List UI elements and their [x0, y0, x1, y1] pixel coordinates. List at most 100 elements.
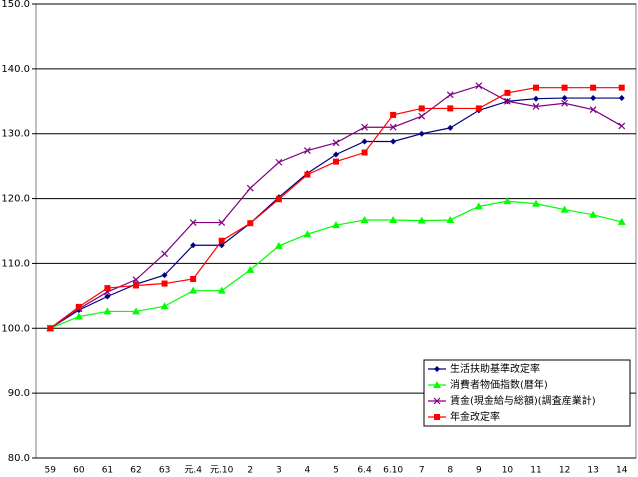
y-tick-label: 110.0: [1, 258, 30, 269]
x-tick-label: 60: [73, 466, 85, 476]
x-tick-label: 6.4: [357, 466, 372, 476]
point: [332, 221, 340, 229]
x-tick-label: 10: [502, 466, 514, 476]
legend-box: [423, 359, 631, 427]
point: [218, 219, 226, 226]
point: [304, 171, 311, 178]
point: [446, 215, 455, 223]
point: [275, 196, 282, 203]
point: [618, 95, 625, 102]
y-tick-label: 90.0: [8, 388, 30, 399]
point: [447, 124, 454, 131]
series: [46, 197, 626, 332]
legend-label: 年金改定率: [450, 410, 500, 423]
point: [218, 242, 225, 249]
point: [560, 205, 569, 213]
point: [389, 123, 397, 131]
point: [303, 230, 312, 238]
point: [561, 95, 568, 102]
point: [474, 202, 483, 210]
point: [533, 95, 539, 102]
x-tick-label: 11: [530, 466, 541, 476]
point: [503, 197, 512, 205]
point: [617, 217, 626, 225]
legend-marker: [433, 397, 441, 405]
point: [590, 84, 597, 91]
point: [561, 99, 568, 107]
point: [132, 276, 140, 284]
point: [161, 280, 168, 287]
point: [360, 215, 369, 223]
legend-marker: [434, 414, 440, 420]
point: [504, 89, 511, 96]
x-tick-label: 7: [419, 466, 425, 476]
x-tick-label: 2: [247, 466, 253, 476]
x-tick-label: 59: [45, 466, 57, 476]
x-tick-label: 5: [333, 466, 339, 476]
point: [160, 302, 169, 310]
point: [390, 111, 397, 118]
x-tick-label: 62: [130, 466, 141, 476]
point: [361, 138, 368, 145]
point: [217, 286, 226, 294]
point: [190, 275, 197, 282]
point: [590, 95, 597, 102]
point: [133, 282, 139, 289]
point: [47, 325, 54, 332]
point: [304, 147, 311, 155]
point: [274, 241, 283, 249]
x-tick-label: 元.4: [184, 466, 202, 476]
point: [532, 103, 540, 110]
legend-label: 賃金(現金給与総額)(調査産業計): [450, 394, 596, 407]
x-tick-label: 13: [587, 466, 598, 476]
point: [389, 215, 398, 223]
point: [417, 216, 426, 224]
point: [418, 112, 426, 120]
point: [475, 82, 483, 90]
point: [532, 199, 540, 207]
point: [247, 220, 254, 227]
y-tick-label: 150.0: [1, 0, 30, 10]
x-tick-label: 61: [102, 466, 113, 476]
x-tick-label: 4: [305, 466, 311, 476]
legend-marker: [434, 366, 440, 372]
point: [589, 210, 598, 218]
x-tick-label: 8: [447, 466, 453, 476]
x-tick-label: 6.10: [383, 466, 403, 476]
point: [75, 303, 82, 310]
legend-marker: [433, 381, 441, 388]
point: [361, 123, 368, 131]
x-tick-label: 14: [616, 466, 628, 476]
x-tick-label: 9: [476, 466, 482, 476]
y-tick-label: 120.0: [1, 194, 30, 205]
x-tick-label: 3: [276, 466, 282, 476]
point: [103, 307, 112, 315]
point: [533, 84, 539, 91]
point: [161, 250, 168, 258]
point: [161, 272, 168, 279]
point: [189, 286, 198, 294]
point: [333, 151, 339, 158]
point: [504, 97, 511, 105]
point: [218, 237, 225, 244]
point: [246, 184, 254, 192]
point: [246, 265, 255, 273]
point: [618, 122, 626, 130]
legend-label: 生活扶助基準改定率: [450, 362, 540, 375]
series: [47, 84, 625, 332]
point: [132, 307, 140, 315]
point: [475, 105, 482, 112]
x-tick-label: 12: [559, 466, 570, 476]
point: [74, 312, 83, 320]
y-tick-label: 80.0: [8, 453, 30, 464]
point: [618, 84, 625, 91]
x-tick-label: 元.10: [210, 466, 234, 476]
point: [589, 106, 597, 114]
point: [190, 242, 197, 249]
point: [104, 285, 111, 292]
point: [332, 139, 340, 147]
point: [189, 219, 197, 226]
legend-label: 消費者物価指数(暦年): [450, 378, 548, 391]
